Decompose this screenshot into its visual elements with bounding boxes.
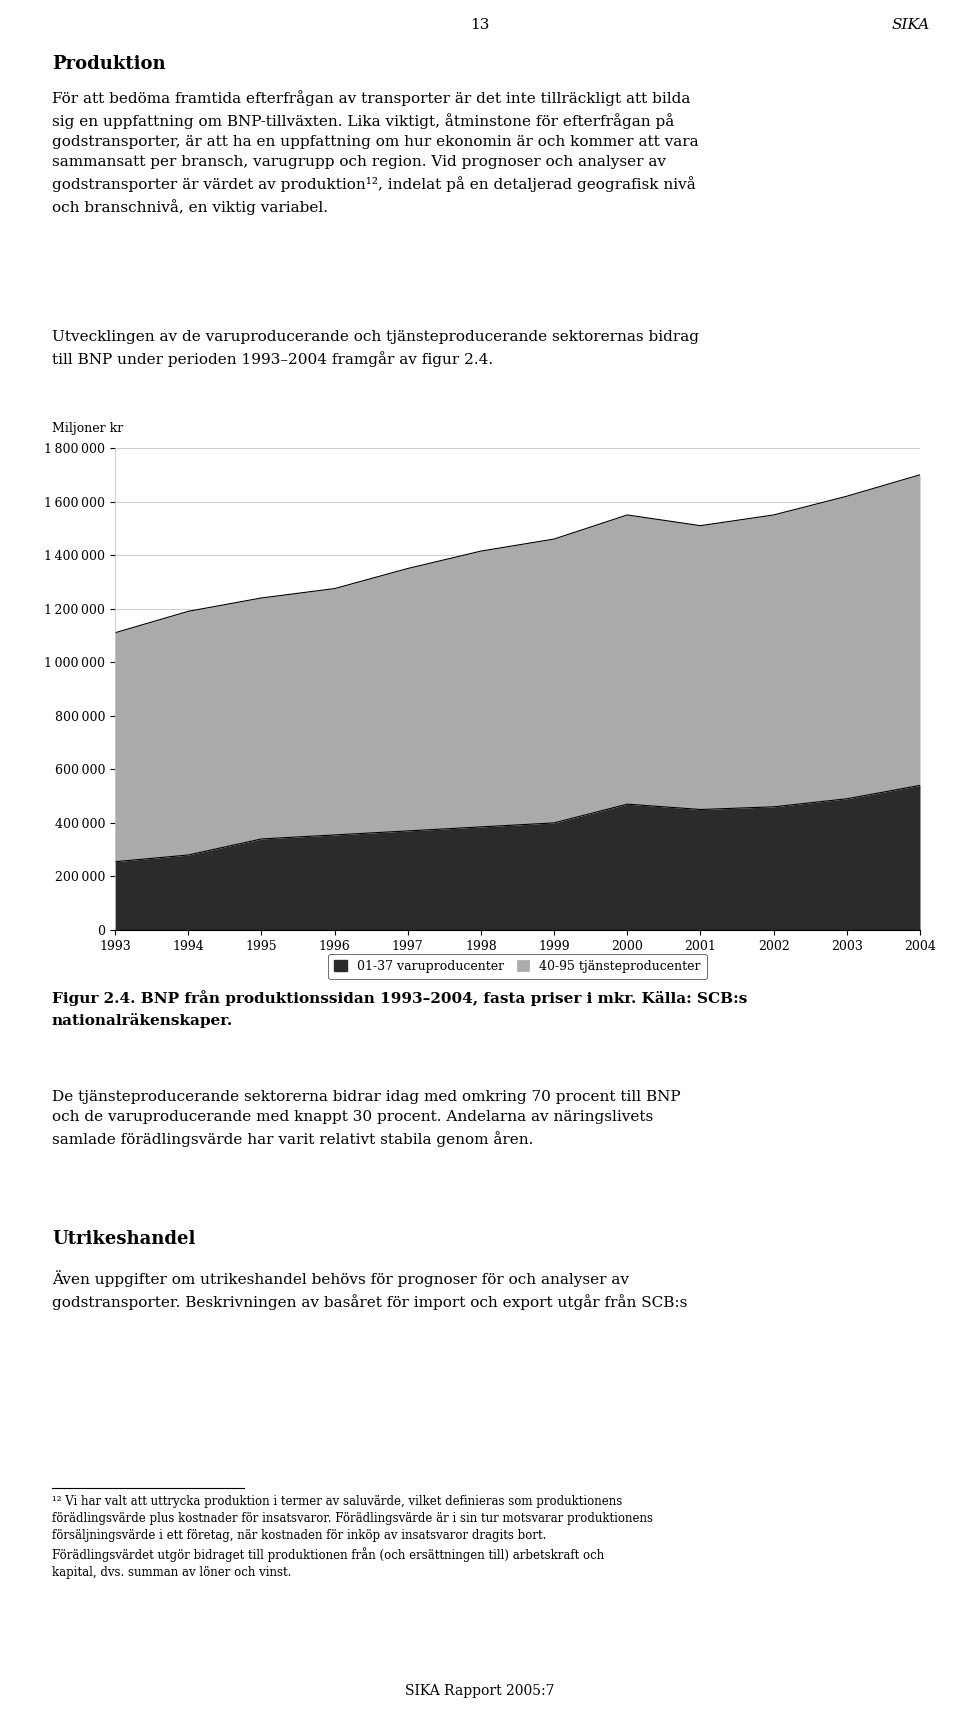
- Text: Utvecklingen av de varuproducerande och tjänsteproducerande sektorernas bidrag
t: Utvecklingen av de varuproducerande och …: [52, 331, 699, 367]
- Text: SIKA Rapport 2005:7: SIKA Rapport 2005:7: [405, 1684, 555, 1698]
- Legend: 01-37 varuproducenter, 40-95 tjänsteproducenter: 01-37 varuproducenter, 40-95 tjänsteprod…: [328, 954, 707, 980]
- Text: För att bedöma framtida efterfrågan av transporter är det inte tillräckligt att : För att bedöma framtida efterfrågan av t…: [52, 91, 699, 214]
- Text: Utrikeshandel: Utrikeshandel: [52, 1230, 196, 1249]
- Text: SIKA: SIKA: [892, 19, 930, 33]
- Text: Produktion: Produktion: [52, 55, 166, 74]
- Text: Figur 2.4. BNP från produktionssidan 1993–2004, fasta priser i mkr. Källa: SCB:s: Figur 2.4. BNP från produktionssidan 199…: [52, 990, 748, 1028]
- Text: Även uppgifter om utrikeshandel behövs för prognoser för och analyser av
godstra: Även uppgifter om utrikeshandel behövs f…: [52, 1269, 687, 1310]
- Text: Miljoner kr: Miljoner kr: [52, 421, 123, 435]
- Text: De tjänsteproducerande sektorerna bidrar idag med omkring 70 procent till BNP
oc: De tjänsteproducerande sektorerna bidrar…: [52, 1089, 681, 1148]
- Text: 13: 13: [470, 19, 490, 33]
- Text: ¹² Vi har valt att uttrycka produktion i termer av saluvärde, vilket definieras : ¹² Vi har valt att uttrycka produktion i…: [52, 1495, 653, 1579]
